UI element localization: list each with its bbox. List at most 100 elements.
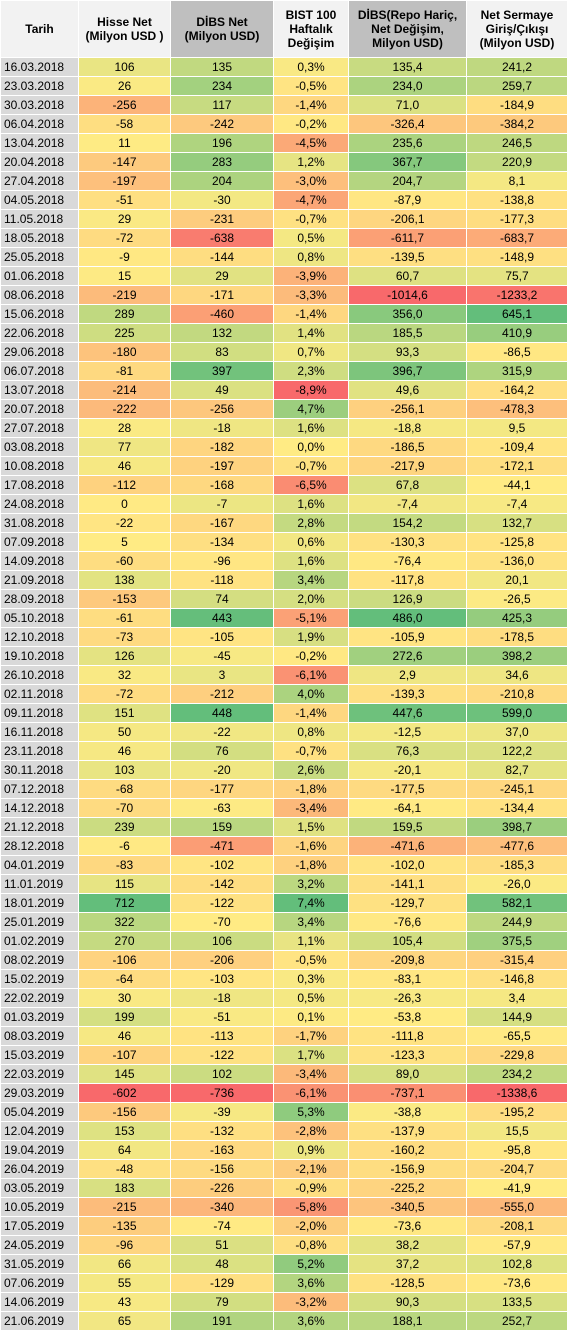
hisse-net-cell: -96 [79,1236,171,1255]
bist-change-cell: 0,1% [274,1008,349,1027]
dibs-repo-cell: -123,3 [349,1046,467,1065]
bist-change-cell: 1,2% [274,153,349,172]
table-row: 08.02.2019-106-206-0,5%-209,8-315,4 [1,951,567,970]
net-flow-cell: 15,5 [467,1122,567,1141]
table-row: 28.12.2018-6-471-1,6%-471,6-477,6 [1,837,567,856]
dibs-repo-cell: -209,8 [349,951,467,970]
net-flow-cell: -26,0 [467,875,567,894]
hisse-net-cell: 138 [79,571,171,590]
header-date: Tarih [1,1,79,58]
hisse-net-cell: 126 [79,647,171,666]
date-cell: 01.06.2018 [1,267,79,286]
dibs-net-cell: -256 [171,400,274,419]
dibs-repo-cell: -83,1 [349,970,467,989]
bist-change-cell: 0,6% [274,533,349,552]
hisse-net-cell: -602 [79,1084,171,1103]
net-flow-cell: 3,4 [467,989,567,1008]
dibs-net-cell: -638 [171,229,274,248]
dibs-net-cell: 51 [171,1236,274,1255]
bist-change-cell: -3,9% [274,267,349,286]
dibs-repo-cell: -64,1 [349,799,467,818]
dibs-repo-cell: -137,9 [349,1122,467,1141]
net-flow-cell: 75,7 [467,267,567,286]
hisse-net-cell: -64 [79,970,171,989]
dibs-net-cell: 135 [171,58,274,77]
table-row: 04.05.2018-51-30-4,7%-87,9-138,8 [1,191,567,210]
net-flow-cell: -95,8 [467,1141,567,1160]
date-cell: 24.08.2018 [1,495,79,514]
table-row: 10.05.2019-215-340-5,8%-340,5-555,0 [1,1198,567,1217]
date-cell: 17.05.2019 [1,1217,79,1236]
net-flow-cell: 241,2 [467,58,567,77]
date-cell: 13.04.2018 [1,134,79,153]
date-cell: 12.10.2018 [1,628,79,647]
date-cell: 31.05.2019 [1,1255,79,1274]
dibs-repo-cell: -471,6 [349,837,467,856]
dibs-net-cell: -45 [171,647,274,666]
date-cell: 17.08.2018 [1,476,79,495]
net-flow-cell: -73,6 [467,1274,567,1293]
hisse-net-cell: -68 [79,780,171,799]
dibs-net-cell: 102 [171,1065,274,1084]
dibs-repo-cell: 159,5 [349,818,467,837]
bist-change-cell: 0,8% [274,248,349,267]
dibs-repo-cell: 60,7 [349,267,467,286]
date-cell: 31.08.2018 [1,514,79,533]
date-cell: 14.12.2018 [1,799,79,818]
net-flow-cell: 133,5 [467,1293,567,1312]
hisse-net-cell: 322 [79,913,171,932]
dibs-net-cell: -18 [171,419,274,438]
net-flow-cell: 398,7 [467,818,567,837]
dibs-net-cell: 3 [171,666,274,685]
bist-change-cell: -1,4% [274,704,349,723]
date-cell: 05.10.2018 [1,609,79,628]
net-flow-cell: -178,5 [467,628,567,647]
dibs-net-cell: -242 [171,115,274,134]
bist-change-cell: -8,9% [274,381,349,400]
hisse-net-cell: 77 [79,438,171,457]
bist-change-cell: -2,1% [274,1160,349,1179]
dibs-repo-cell: 185,5 [349,324,467,343]
net-flow-cell: 425,3 [467,609,567,628]
hisse-net-cell: 30 [79,989,171,1008]
date-cell: 21.09.2018 [1,571,79,590]
table-row: 17.05.2019-135-74-2,0%-73,6-208,1 [1,1217,567,1236]
dibs-repo-cell: 154,2 [349,514,467,533]
dibs-net-cell: -30 [171,191,274,210]
dibs-net-cell: 196 [171,134,274,153]
dibs-repo-cell: 188,1 [349,1312,467,1331]
dibs-net-cell: -129 [171,1274,274,1293]
dibs-net-cell: -168 [171,476,274,495]
date-cell: 28.12.2018 [1,837,79,856]
dibs-net-cell: 76 [171,742,274,761]
hisse-net-cell: 26 [79,77,171,96]
dibs-net-cell: -96 [171,552,274,571]
table-row: 04.01.2019-83-102-1,8%-102,0-185,3 [1,856,567,875]
dibs-repo-cell: -206,1 [349,210,467,229]
date-cell: 28.09.2018 [1,590,79,609]
hisse-net-cell: 55 [79,1274,171,1293]
hisse-net-cell: -156 [79,1103,171,1122]
date-cell: 16.11.2018 [1,723,79,742]
bist-change-cell: -2,8% [274,1122,349,1141]
net-flow-cell: -185,3 [467,856,567,875]
dibs-repo-cell: 76,3 [349,742,467,761]
hisse-net-cell: -222 [79,400,171,419]
dibs-net-cell: 448 [171,704,274,723]
dibs-repo-cell: -12,5 [349,723,467,742]
header-bist100-change: BIST 100 Haftalık Değişim [274,1,349,58]
date-cell: 02.11.2018 [1,685,79,704]
bist-change-cell: 4,7% [274,400,349,419]
hisse-net-cell: 151 [79,704,171,723]
